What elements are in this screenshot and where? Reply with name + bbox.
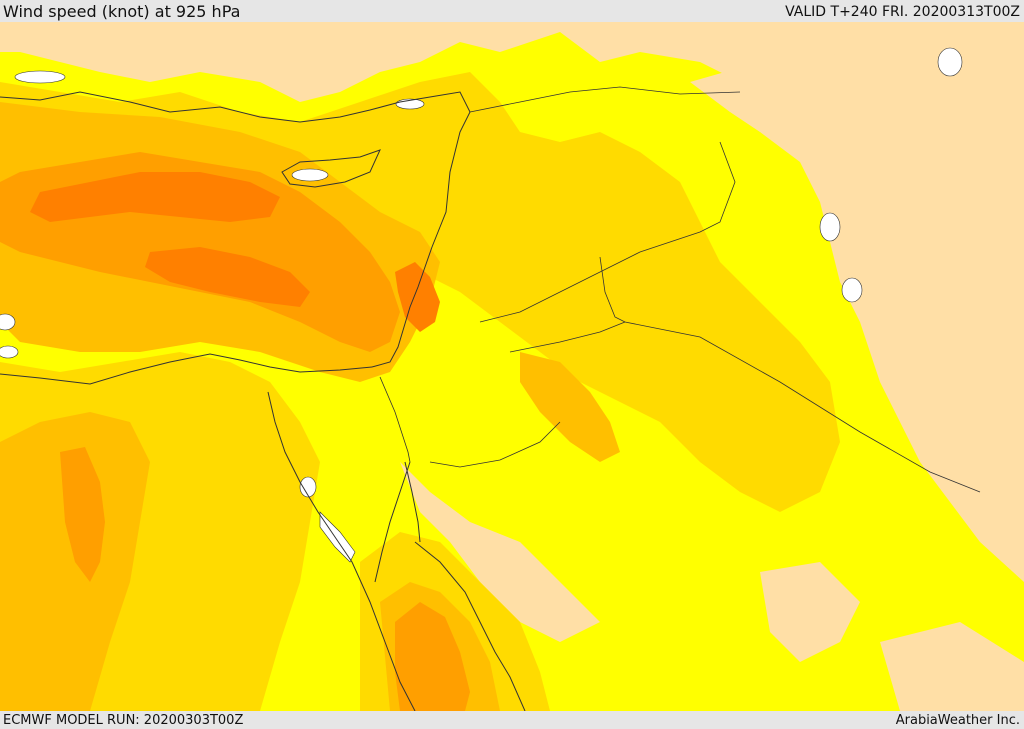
- coast-egypt-north: [0, 353, 373, 385]
- coast-cyprus: [281, 149, 381, 188]
- very-strong-core-2: [145, 247, 310, 307]
- calm-region-south: [760, 562, 860, 662]
- strong-region-egypt: [60, 447, 105, 582]
- coast-levant: [371, 226, 441, 368]
- calm-spot-iraq-1: [819, 212, 841, 242]
- border-jordan-iraq: [599, 256, 626, 323]
- footer-bar: [0, 711, 1024, 729]
- calm-spot-west: [0, 313, 16, 331]
- very-strong-core-coast: [395, 262, 440, 332]
- border-syria-iraq: [479, 141, 736, 323]
- calm-spot-iraq-2: [841, 277, 863, 303]
- border-egypt-sudan: [379, 376, 411, 463]
- wind-speed-map: [0, 22, 1024, 711]
- credit: ArabiaWeather Inc.: [895, 713, 1020, 728]
- strong-region-redsea: [395, 602, 470, 711]
- calm-spot-lake-ne: [937, 47, 963, 77]
- valid-time: VALID T+240 FRI. 20200313T00Z: [785, 4, 1020, 20]
- calm-region-southeast: [880, 622, 1024, 711]
- calm-region-turkey: [0, 22, 1024, 162]
- fresh-region-jordan: [520, 352, 620, 462]
- border-saudi-jordan-s: [429, 421, 561, 468]
- coast-sinai-east: [374, 461, 411, 583]
- calm-spot-cyprus: [291, 168, 329, 182]
- coast-sinai-west: [267, 391, 416, 711]
- calm-region-sinai: [400, 462, 600, 642]
- calm-spot-west2: [0, 345, 19, 359]
- coast-turkey: [0, 91, 471, 228]
- model-run: ECMWF MODEL RUN: 20200303T00Z: [3, 713, 244, 728]
- border-jordan-saudi: [624, 321, 981, 493]
- borders: [379, 86, 981, 493]
- map-title: Wind speed (knot) at 925 hPa: [3, 2, 241, 21]
- coast-arabia-redsea: [414, 541, 526, 711]
- calm-spot-gulf-suez-2: [319, 511, 356, 563]
- very-strong-core-1: [30, 172, 280, 222]
- header-bar: [0, 0, 1024, 22]
- wind-speed-map-svg: [0, 22, 1024, 711]
- coast-gulf-aqaba: [404, 461, 421, 543]
- calm-region-arabia: [690, 52, 1024, 582]
- coastlines: [0, 91, 526, 711]
- calm-spot-nw: [14, 70, 66, 84]
- border-jordan-saudi-2: [509, 321, 626, 353]
- calm-spot-gulf-suez: [299, 476, 317, 498]
- border-turkey-syria: [469, 86, 741, 113]
